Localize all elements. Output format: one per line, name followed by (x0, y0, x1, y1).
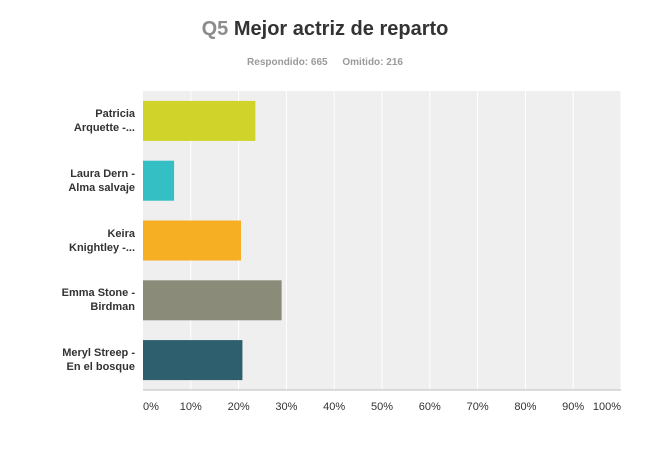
category-label-line: En el bosque (66, 361, 135, 374)
x-tick-label: 20% (227, 401, 250, 413)
x-tick-label: 60% (418, 401, 441, 413)
x-tick-label: 50% (370, 401, 394, 413)
category-label: Emma Stone - Birdman (40, 286, 135, 314)
category-label-line: Laura Dern - (70, 167, 135, 180)
x-tick-label: 90% (562, 401, 585, 413)
category-label-line: Patricia (95, 107, 135, 120)
response-stats: Respondido: 665 Omitido: 216 (0, 57, 650, 68)
bar (143, 100, 256, 141)
bar (143, 160, 175, 201)
grid-lines (190, 91, 622, 390)
x-tick-label: 100% (592, 401, 622, 413)
x-tick-label: 10% (179, 401, 202, 413)
question-number: Q5 (201, 18, 229, 40)
category-label-line: Alma salvaje (68, 181, 135, 194)
category-label-line: Birdman (90, 301, 135, 314)
x-tick-label: 30% (275, 401, 298, 413)
bar (143, 220, 241, 261)
bar (143, 340, 243, 381)
x-tick-label: 40% (323, 401, 346, 413)
category-label: Patricia Arquette -... (40, 107, 135, 135)
x-tick-label: 0% (143, 401, 159, 413)
bar (143, 280, 282, 321)
question-title: Mejor actriz de reparto (233, 18, 449, 40)
x-tick-label: 80% (514, 401, 537, 413)
category-label-line: Knightley -... (69, 241, 135, 254)
category-label-line: Keira (107, 227, 135, 240)
bars (143, 100, 282, 381)
category-label-line: Meryl Streep - (62, 347, 135, 360)
answered-count: Respondido: 665 (247, 57, 328, 68)
category-label-line: Arquette -... (73, 121, 135, 134)
skipped-count: Omitido: 216 (342, 57, 403, 68)
category-label: Laura Dern - Alma salvaje (40, 167, 135, 195)
x-tick-label: 70% (466, 401, 489, 413)
category-label: Keira Knightley -... (40, 227, 135, 255)
category-label: Meryl Streep - En el bosque (40, 346, 135, 374)
chart-title: Q5 Mejor actriz de reparto (0, 18, 650, 41)
category-label-line: Emma Stone - (61, 287, 135, 300)
